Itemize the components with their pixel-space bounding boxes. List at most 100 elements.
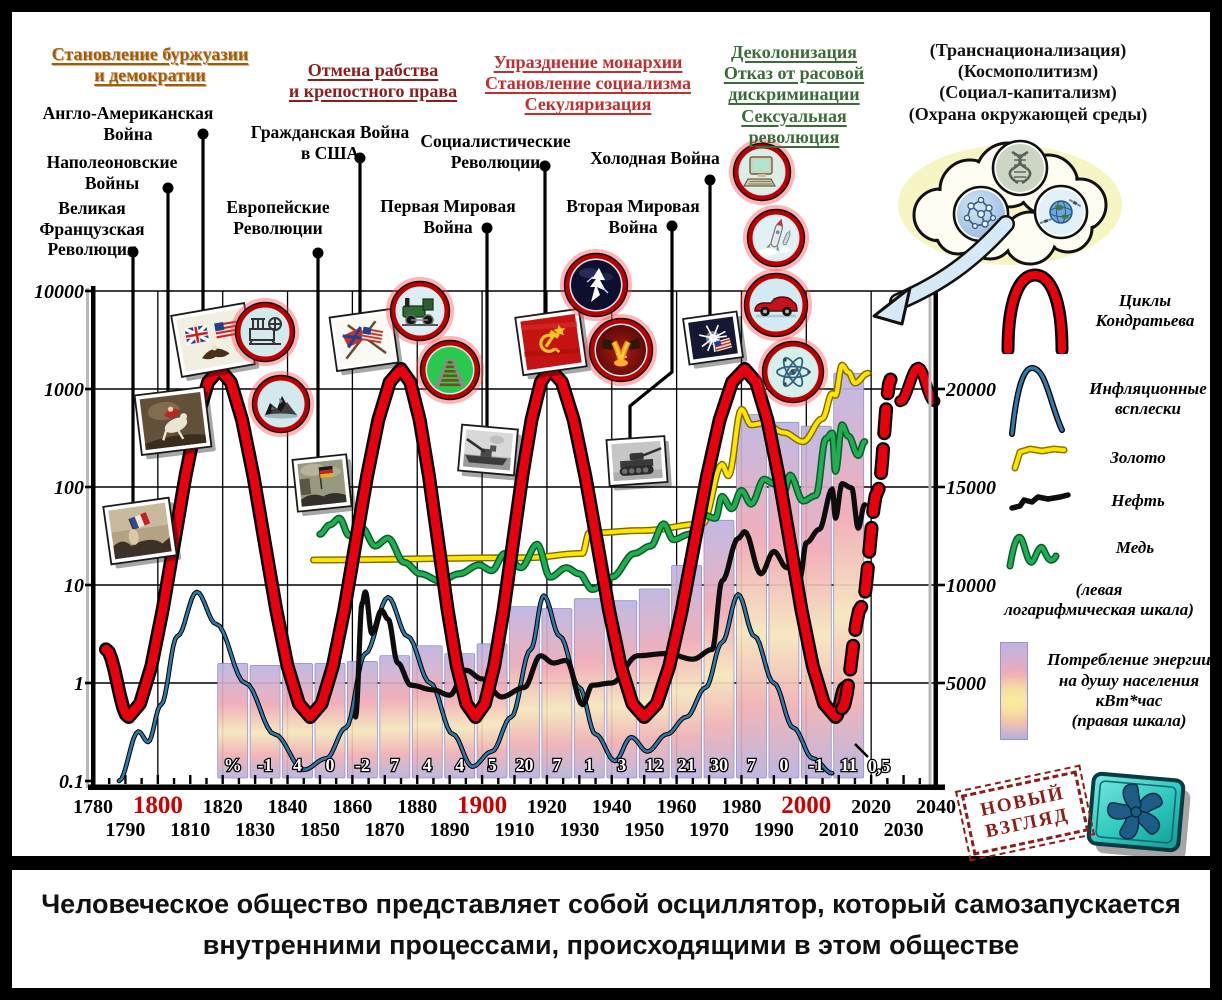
coal-icon [248, 371, 314, 437]
new-view-logo [1086, 771, 1191, 860]
bar-percent-label: 7 [390, 755, 399, 775]
us-civil-war-flags-photo [328, 307, 403, 376]
left-axis-tick-label: 1 [74, 673, 84, 695]
x-axis-tick-label: 2030 [884, 819, 924, 841]
era-header-decolonization: Деколонизация Отказ от расовой дискримин… [723, 42, 865, 147]
spinning-machine-icon [231, 298, 299, 366]
left-axis-tick-label: 10 [64, 575, 84, 597]
pin-anglo-american-war [197, 128, 209, 316]
x-axis-tick-label: 1970 [689, 819, 729, 841]
x-axis-tick-label: 1780 [73, 796, 113, 818]
legend-label-energy: Потребление энергии на душу населения кВ… [1047, 650, 1211, 731]
legend-label-gold: Золото [1110, 447, 1166, 467]
automobile-icon [740, 269, 812, 341]
bar-percent-label: 0 [779, 755, 788, 775]
bar-percent-label: 11 [840, 755, 857, 775]
future-technologies-cloud [898, 139, 1122, 266]
event-label-napoleonic-wars: Наполеоновские Войны [46, 152, 178, 193]
x-axis-tick-label: 1910 [494, 819, 534, 841]
bar-percent-label: 7 [747, 755, 756, 775]
rocket-icon [743, 205, 809, 271]
bar-percent-label: % [224, 755, 242, 775]
steam-locomotive-icon [386, 277, 454, 345]
x-axis-tick-label: 1800 [133, 792, 183, 819]
left-scale-note: (левая логарифмическая шкала) [1004, 580, 1194, 620]
left-axis-labels: 10000 1000 100 10 1 0.1 [34, 281, 84, 793]
x-axis-tick-label: 2010 [819, 819, 859, 841]
legend-item-energy: Потребление энергии на душу населения кВ… [1000, 642, 1222, 740]
bar-percent-label: 30 [710, 755, 728, 775]
legend-label-oil: Нефть [1111, 490, 1165, 510]
x-axis-tick-label: 1990 [754, 819, 794, 841]
bar-percent-label: 5 [488, 755, 497, 775]
event-label-socialist-revolutions: Социалистические Революции [420, 131, 571, 172]
wwii-tank-photo [605, 435, 672, 491]
bar-percent-label: -1 [258, 755, 273, 775]
poster-caption: Человеческое общество представляет собой… [41, 889, 1181, 960]
gold-legend-swatch [1011, 445, 1068, 472]
x-axis-tick-label: 1900 [457, 792, 507, 819]
pin-socialist-revolutions [539, 160, 551, 316]
right-axis-tick-label: 10000 [946, 575, 996, 597]
bar-percent-label: 3 [617, 755, 626, 775]
legend-item-oil: Нефть [1008, 486, 1196, 516]
pin-french-revolution [127, 246, 139, 503]
steel-furnace-icon [585, 314, 657, 386]
x-axis-tick-label: 1840 [268, 796, 308, 818]
x-axis-tick-label: 1880 [397, 796, 437, 818]
oil-series [353, 481, 868, 720]
x-axis-tick-label: 1950 [624, 819, 664, 841]
bar-percent-label: 20 [516, 755, 534, 775]
legend-label-kondratiev: Циклы Кондратьева [1095, 290, 1195, 330]
event-label-european-revolutions: Европейские Революции [226, 197, 330, 238]
bar-percent-label: 4 [293, 755, 302, 775]
kondratiev-cycles-legend-swatch [1001, 268, 1069, 354]
bar-outside-label: 0,5 [868, 756, 891, 776]
left-axis-tick-label: 10000 [34, 281, 84, 303]
soviet-flag-photo [514, 307, 592, 380]
right-axis-tick-label: 15000 [946, 477, 996, 499]
event-pins [127, 128, 716, 503]
french-revolution-painting-photo [102, 496, 182, 569]
bar-percent-label: 4 [423, 755, 432, 775]
technology-icons [231, 139, 828, 437]
bar-percent-label: -2 [355, 755, 370, 775]
cold-war-usa-photo [682, 310, 748, 369]
era-header-transnationalization: (Транснационализация) (Космополитизм) (С… [908, 40, 1148, 124]
x-axis-tick-label: 1850 [300, 819, 340, 841]
event-photos [102, 302, 748, 569]
x-axis-tick-label: 1820 [203, 796, 243, 818]
era-header-slavery-abolition: Отмена рабства и крепостного права [288, 60, 458, 102]
era-header-monarchy-abolition: Упразднение монархии Становление социали… [484, 52, 692, 115]
x-axis-tick-label: 2040 [916, 796, 956, 818]
bar-percent-label: 12 [645, 755, 663, 775]
x-axis-tick-label: 1940 [592, 796, 632, 818]
kondratiev-future-dashed [837, 374, 896, 714]
left-axis-tick-label: 100 [54, 477, 84, 499]
x-axis-tick-label: 2000 [781, 792, 831, 819]
x-axis-tick-label: 1790 [105, 819, 145, 841]
x-axis-tick-label: 1810 [170, 819, 210, 841]
kondratiev-wave [101, 364, 850, 722]
x-axis-labels: 1780179018001810182018301840185018601870… [73, 792, 956, 841]
bar-percent-labels: % -1 4 0 -2 7 4 4 5 20 7 1 3 12 21 30 7 0 -1 11 0,5 [222, 743, 892, 777]
left-axis-tick-label: 1000 [44, 379, 84, 401]
x-axis-tick-label: 1870 [365, 819, 405, 841]
atom-icon [758, 337, 828, 407]
x-axis-tick-label: 1930 [559, 819, 599, 841]
cloud-arrow [872, 215, 1015, 326]
pin-cold-war [704, 174, 716, 318]
event-label-us-civil-war: Гражданская Война в США [250, 122, 410, 163]
x-axis-tick-label: 1860 [332, 796, 372, 818]
x-axis-tick-label: 1980 [721, 796, 761, 818]
bar-percent-label: 21 [678, 755, 696, 775]
bar-percent-label: 4 [455, 755, 464, 775]
copper-series [317, 422, 867, 592]
event-label-wwi: Первая Мировая Война [380, 196, 516, 237]
event-label-french-revolution: Великая Французская Революция [39, 198, 145, 260]
legend-item-gold: Золото [1010, 442, 1198, 474]
event-label-wwii: Вторая Мировая Война [566, 196, 700, 237]
legend-label-copper: Медь [1115, 537, 1155, 557]
legend-item-inflation: Инфляционные всплески [1006, 360, 1218, 438]
